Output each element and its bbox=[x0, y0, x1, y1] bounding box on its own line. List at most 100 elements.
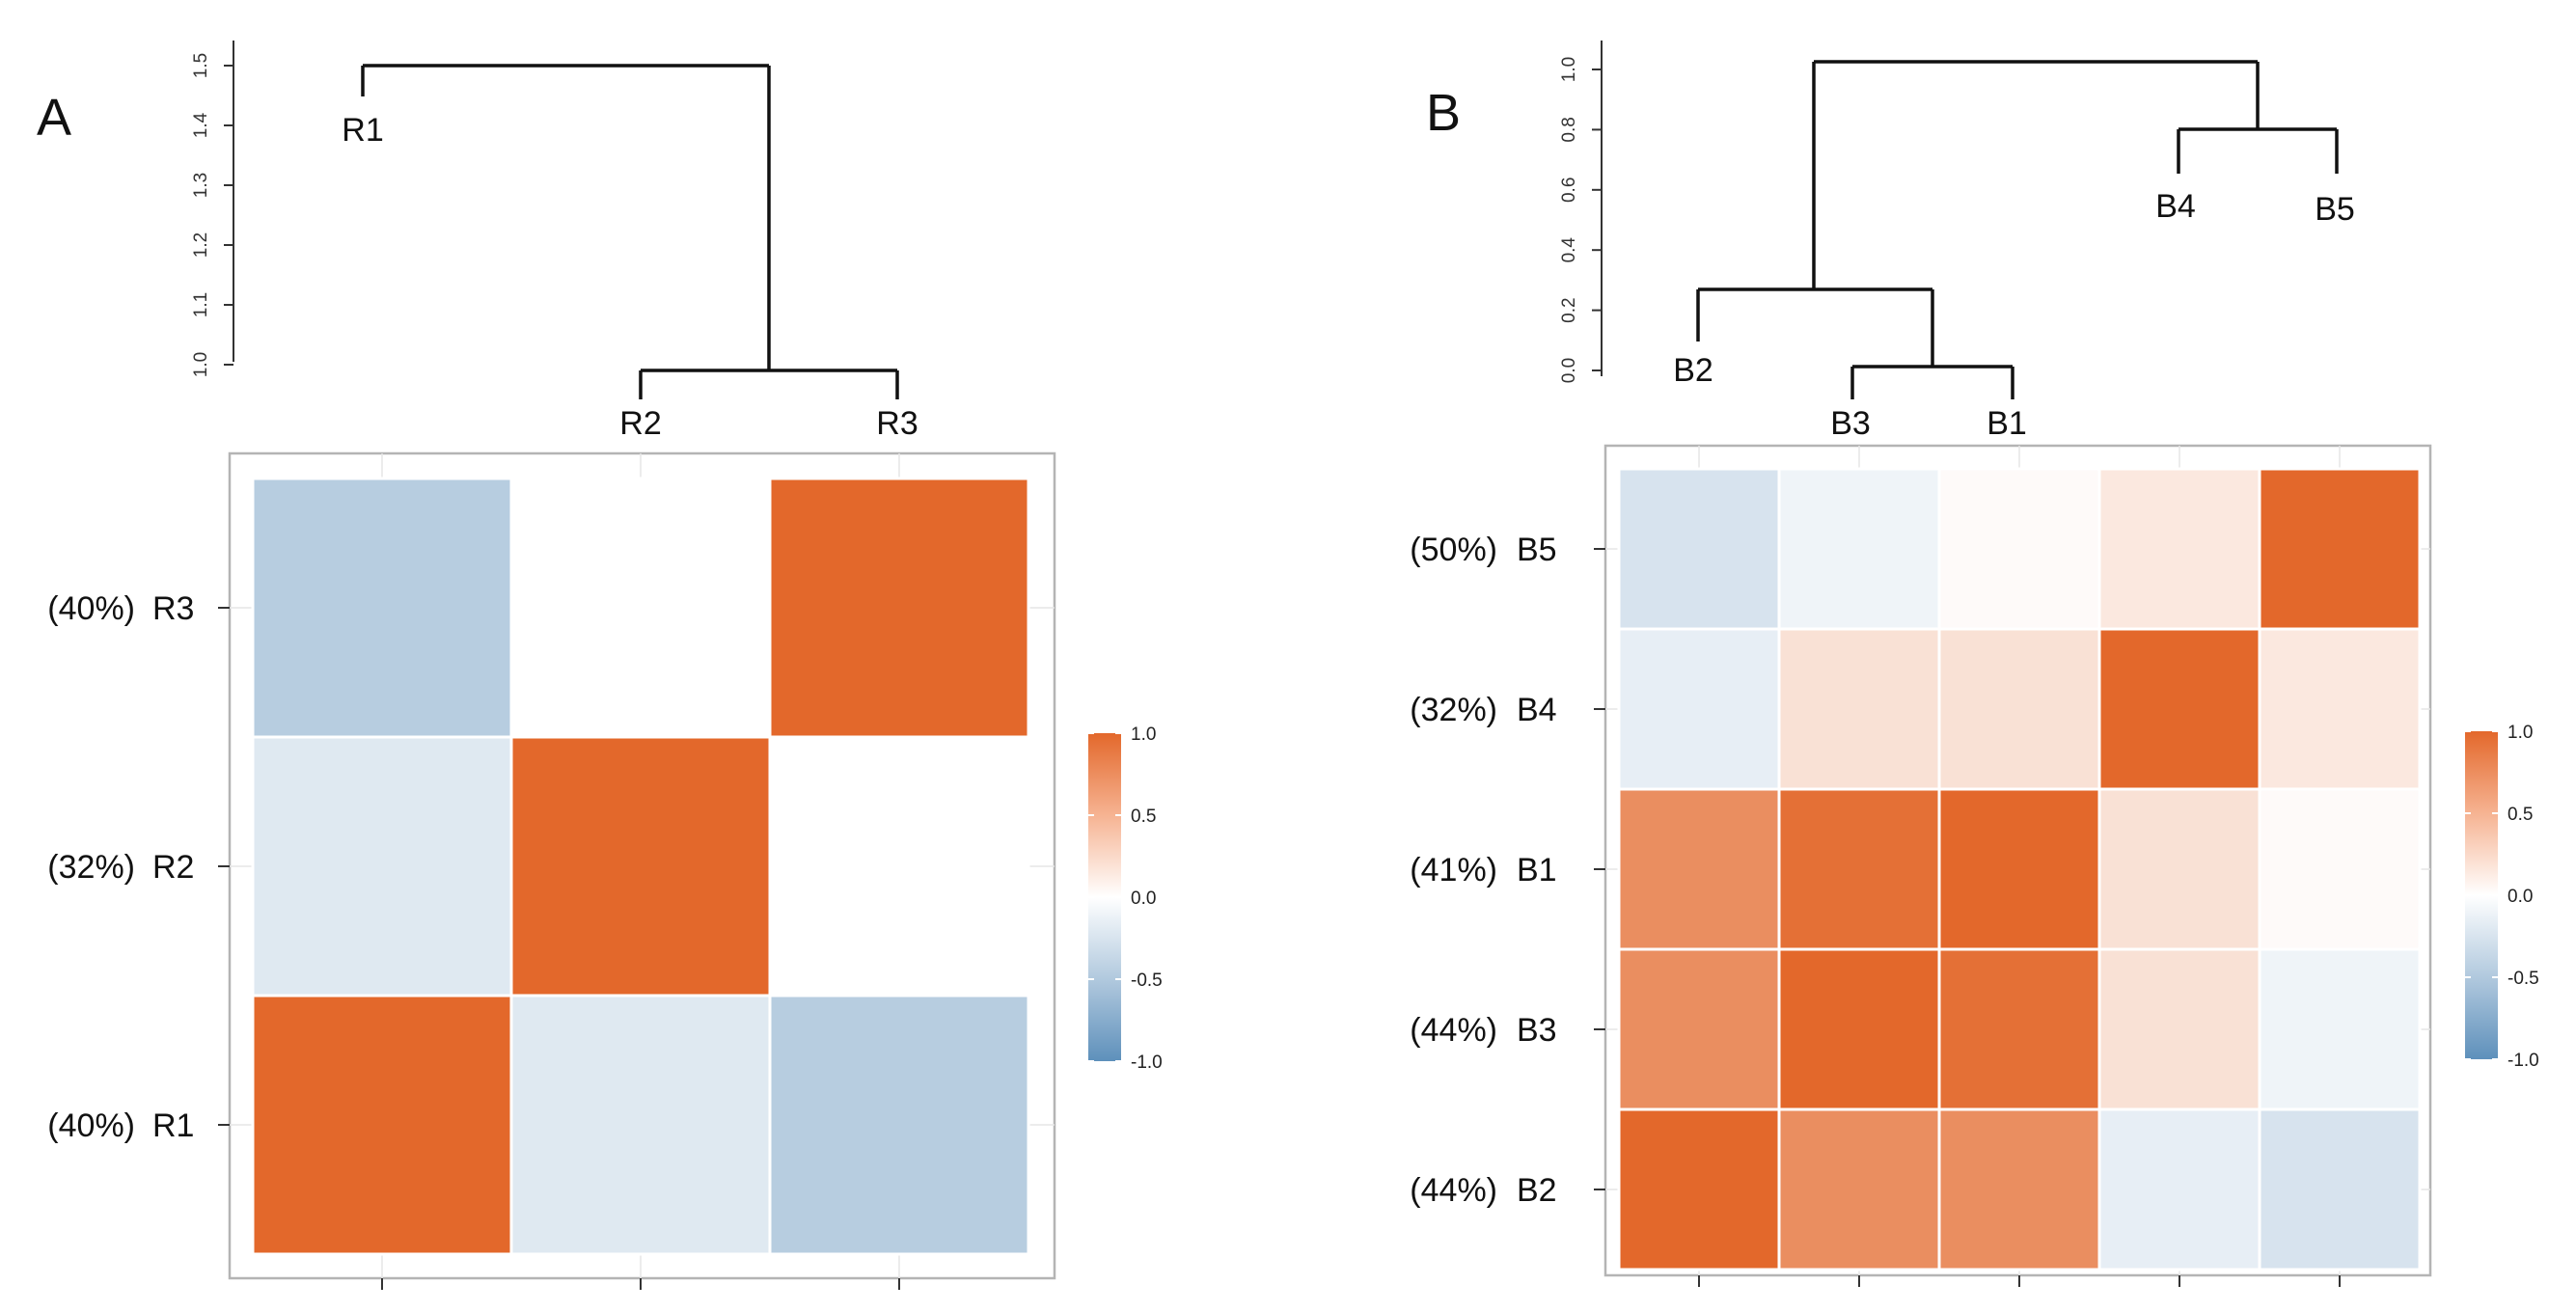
panel-a-leaf-label-r2: R2 bbox=[619, 405, 661, 442]
panel-b-leaf-label-b4: B4 bbox=[2155, 188, 2196, 225]
panel-a-legend-tick-label-3: -0.5 bbox=[1131, 970, 1163, 991]
panel-a-cell-r3-r1 bbox=[251, 477, 513, 739]
panel-a-row-labels: (40%) R3 (32%) R2 (40%) R1 bbox=[47, 590, 230, 1144]
panel-b-cell-b2-b1 bbox=[1937, 1107, 2101, 1271]
panel-a-cell-r2-r3 bbox=[768, 735, 1030, 998]
panel-b-cell-b1-b3 bbox=[1777, 787, 1941, 951]
panel-a-dendrogram-tick-label-3: 1.3 bbox=[191, 173, 211, 198]
panel-a-leaf-label-r1: R1 bbox=[342, 112, 383, 149]
panel-b-cell-b4-b3 bbox=[1777, 627, 1941, 791]
panel-a-dendrogram-axis: 1.0 1.1 1.2 1.3 1.4 1.5 bbox=[191, 41, 234, 377]
panel-b-row-label-0: (50%) B5 bbox=[1410, 532, 1605, 568]
panel-a-row-label-1: (32%) R2 bbox=[47, 849, 230, 886]
panel-b-row-label-4: (44%) B2 bbox=[1410, 1172, 1605, 1209]
panel-b-leaf-label-b5: B5 bbox=[2315, 191, 2355, 228]
panel-b-heatmap-frame bbox=[1603, 444, 2432, 1277]
panel-b-cell-b1-b4 bbox=[2097, 787, 2261, 951]
panel-b-row-name-1: B4 bbox=[1517, 692, 1557, 728]
panel-b-cell-b4-b4 bbox=[2097, 627, 2261, 791]
panel-b-legend-tick-label-2: 0.0 bbox=[2507, 887, 2533, 907]
panel-a-row-pct-1: (32%) bbox=[47, 849, 135, 886]
panel-a-dendrogram-tick-label-0: 1.0 bbox=[191, 352, 211, 377]
panel-a-row-pct-0: (40%) bbox=[47, 590, 135, 627]
panel-b-dendrogram-tick-label-4: 0.8 bbox=[1559, 117, 1579, 142]
panel-b-dendrogram-tree: B2 B3 B1 B4 B5 bbox=[1673, 60, 2355, 442]
panel-b-cell-b3-b4 bbox=[2097, 947, 2261, 1111]
panel-b-cell-b5-b3 bbox=[1777, 467, 1941, 631]
panel-a-label: A bbox=[37, 89, 71, 147]
panel-b-row-labels: (50%) B5 (32%) B4 (41%) B1 (44%) B3 bbox=[1410, 532, 1605, 1209]
panel-b-cell-b1-b1 bbox=[1937, 787, 2101, 951]
panel-a-cell-r2-r1 bbox=[251, 735, 513, 998]
panel-b-cell-b3-b2 bbox=[1617, 947, 1781, 1111]
panel-a-cell-r3-r3 bbox=[768, 477, 1030, 739]
panel-a: A 1.0 1.1 1.2 1.3 1.4 1.5 R1 R2 R3 bbox=[37, 41, 1163, 1290]
panel-b-cell-b1-b2 bbox=[1617, 787, 1781, 951]
panel-b-cell-b4-b2 bbox=[1617, 627, 1781, 791]
panel-b-dendrogram-tick-label-0: 0.0 bbox=[1559, 358, 1579, 383]
panel-b-row-name-0: B5 bbox=[1517, 532, 1557, 568]
panel-b-cell-b5-b1 bbox=[1937, 467, 2101, 631]
panel-b-legend-tick-label-1: 0.5 bbox=[2507, 805, 2533, 825]
panel-a-dendrogram-tick-label-1: 1.1 bbox=[191, 292, 211, 317]
panel-b-legend-ticks: 1.0 0.5 0.0 -0.5 -1.0 bbox=[2465, 723, 2539, 1071]
panel-a-legend-tick-label-4: -1.0 bbox=[1131, 1052, 1163, 1073]
panel-a-cell-r2-r2 bbox=[509, 735, 772, 998]
panel-b-row-pct-4: (44%) bbox=[1410, 1172, 1497, 1209]
panel-b-row-pct-3: (44%) bbox=[1410, 1012, 1497, 1049]
panel-b-dendrogram-axis: 0.0 0.2 0.4 0.6 0.8 1.0 bbox=[1559, 41, 1603, 383]
panel-a-cell-r1-r1 bbox=[251, 994, 513, 1256]
panel-b-row-label-2: (41%) B1 bbox=[1410, 852, 1605, 888]
panel-b-leaf-label-b3: B3 bbox=[1830, 405, 1871, 442]
panel-a-row-pct-2: (40%) bbox=[47, 1107, 135, 1144]
panel-b-row-name-2: B1 bbox=[1517, 852, 1557, 888]
panel-a-dendrogram-tree: R1 R2 R3 bbox=[342, 64, 918, 442]
panel-a-heatmap-cells bbox=[251, 477, 1030, 1256]
panel-a-heatmap: (40%) R3 (32%) R2 (40%) R1 bbox=[47, 451, 1056, 1290]
panel-b-cell-b1-b5 bbox=[2258, 787, 2422, 951]
panel-b-cell-b2-b3 bbox=[1777, 1107, 1941, 1271]
panel-b-dendrogram-ticks: 0.0 0.2 0.4 0.6 0.8 1.0 bbox=[1559, 57, 1602, 383]
panel-b-dendrogram-tick-label-2: 0.4 bbox=[1559, 237, 1579, 263]
panel-b-row-pct-1: (32%) bbox=[1410, 692, 1497, 728]
panel-b-cell-b4-b1 bbox=[1937, 627, 2101, 791]
panel-b-color-legend: 1.0 0.5 0.0 -0.5 -1.0 bbox=[2465, 723, 2539, 1071]
panel-b-row-pct-2: (41%) bbox=[1410, 852, 1497, 888]
panel-b-cell-b3-b1 bbox=[1937, 947, 2101, 1111]
panel-b-cell-b3-b3 bbox=[1777, 947, 1941, 1111]
panel-a-leaf-label-r3: R3 bbox=[876, 405, 918, 442]
panel-a-legend-tick-label-2: 0.0 bbox=[1131, 888, 1156, 909]
panel-a-dendrogram-tick-label-2: 1.2 bbox=[191, 232, 211, 258]
panel-a-legend-tick-label-1: 0.5 bbox=[1131, 806, 1156, 827]
panel-b-cell-b5-b5 bbox=[2258, 467, 2422, 631]
panel-a-dendrogram-tick-label-4: 1.4 bbox=[191, 112, 211, 138]
panel-b-dendrogram-tick-label-3: 0.6 bbox=[1559, 178, 1579, 203]
panel-a-dendrogram-ticks: 1.0 1.1 1.2 1.3 1.4 1.5 bbox=[191, 53, 233, 377]
panel-a-cell-r1-r2 bbox=[509, 994, 772, 1256]
panel-a-legend-ticks: 1.0 0.5 0.0 -0.5 -1.0 bbox=[1088, 724, 1163, 1073]
panel-a-legend-tick-label-0: 1.0 bbox=[1131, 724, 1156, 745]
panel-b-dendrogram-tick-label-1: 0.2 bbox=[1559, 297, 1579, 322]
panel-b-row-name-4: B2 bbox=[1517, 1172, 1557, 1209]
panel-b-leaf-label-b1: B1 bbox=[1987, 405, 2027, 442]
panel-b-label: B bbox=[1426, 84, 1461, 142]
panel-b-cell-b5-b2 bbox=[1617, 467, 1781, 631]
panel-b-row-name-3: B3 bbox=[1517, 1012, 1557, 1049]
panel-b-cell-b3-b5 bbox=[2258, 947, 2422, 1111]
panel-b-legend-tick-label-0: 1.0 bbox=[2507, 723, 2533, 743]
panel-b-dendrogram-tick-label-5: 1.0 bbox=[1559, 57, 1579, 82]
panel-b-legend-tick-label-3: -0.5 bbox=[2507, 969, 2539, 989]
panel-a-color-legend: 1.0 0.5 0.0 -0.5 -1.0 bbox=[1088, 724, 1163, 1073]
panel-a-row-label-0: (40%) R3 bbox=[47, 590, 230, 627]
panel-a-row-label-2: (40%) R1 bbox=[47, 1107, 230, 1144]
panel-a-row-name-1: R2 bbox=[152, 849, 194, 886]
panel-a-cell-r3-r2 bbox=[509, 477, 772, 739]
panel-b-cell-b5-b4 bbox=[2097, 467, 2261, 631]
panel-b-leaf-label-b2: B2 bbox=[1673, 352, 1713, 389]
panel-b-row-pct-0: (50%) bbox=[1410, 532, 1497, 568]
panel-a-cell-r1-r3 bbox=[768, 994, 1030, 1256]
panel-b-heatmap-cells bbox=[1617, 467, 2422, 1271]
panel-b-cell-b2-b4 bbox=[2097, 1107, 2261, 1271]
panel-b-legend-tick-label-4: -1.0 bbox=[2507, 1051, 2539, 1071]
panel-b: B 0.0 0.2 0.4 0.6 0.8 1.0 B2 B3 B1 B4 B5 bbox=[1410, 41, 2539, 1287]
